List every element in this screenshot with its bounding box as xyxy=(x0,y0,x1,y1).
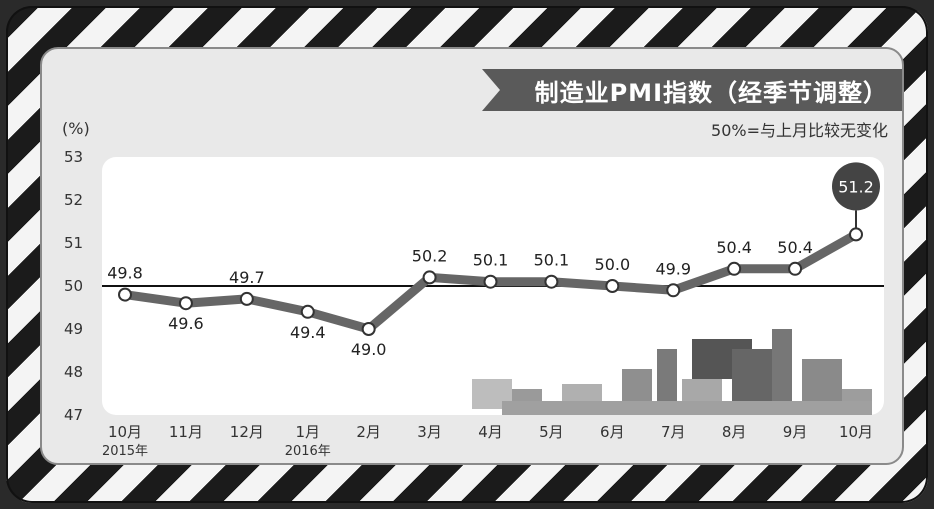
skyline-block xyxy=(657,349,677,415)
data-label: 51.2 xyxy=(838,177,874,196)
data-label: 49.9 xyxy=(655,259,691,278)
x-tick-label: 10月 xyxy=(108,423,142,441)
data-point xyxy=(544,274,559,289)
y-axis-unit: (%) xyxy=(62,119,90,138)
data-point xyxy=(483,274,498,289)
data-point xyxy=(727,261,742,276)
x-tick-label: 3月 xyxy=(417,423,442,441)
x-year-label: 2016年 xyxy=(285,444,331,459)
data-label: 50.0 xyxy=(595,255,631,274)
data-label: 50.1 xyxy=(534,251,570,270)
y-tick-label: 53 xyxy=(64,148,83,166)
y-tick-label: 49 xyxy=(64,320,83,338)
data-point xyxy=(178,296,193,311)
x-tick-label: 5月 xyxy=(539,423,564,441)
x-tick-label: 12月 xyxy=(230,423,264,441)
data-point xyxy=(849,227,863,242)
skyline-block xyxy=(772,329,792,415)
x-tick-label: 6月 xyxy=(600,423,625,441)
x-axis-ticks: 10月 2015年 11月 12月 1月 2016年 2月 3月 4月 5月 6月 7月 8月 9月 10月 xyxy=(102,423,873,459)
data-label: 49.8 xyxy=(107,264,143,283)
x-tick-label: 1月 xyxy=(295,423,320,441)
y-tick-label: 52 xyxy=(64,191,83,209)
y-tick-label: 50 xyxy=(64,277,83,295)
data-point xyxy=(788,261,803,276)
data-point xyxy=(422,270,437,285)
y-axis-ticks: 47 48 49 50 51 52 53 xyxy=(64,148,83,424)
y-tick-label: 47 xyxy=(64,406,83,424)
x-tick-label: 11月 xyxy=(169,423,203,441)
data-point xyxy=(666,283,681,298)
data-point xyxy=(361,322,376,336)
data-labels: 49.8 49.6 49.7 49.4 49.0 50.2 50.1 50.1 50.0 49.9… xyxy=(107,162,880,359)
chart-title-text: 制造业PMI指数（经季节调整） xyxy=(534,78,888,107)
chart-panel: 制造业PMI指数（经季节调整） 50%=与上月比较无变化 (%) 47 48 49 5… xyxy=(40,47,904,465)
data-point xyxy=(605,279,620,293)
data-label: 49.0 xyxy=(351,340,387,359)
y-tick-label: 48 xyxy=(64,363,83,381)
y-tick-label: 51 xyxy=(64,234,83,252)
x-tick-label: 10月 xyxy=(839,423,873,441)
x-tick-label: 2月 xyxy=(356,423,381,441)
skyline-block xyxy=(502,401,872,415)
data-label: 49.4 xyxy=(290,323,326,342)
data-points xyxy=(118,227,863,336)
data-label: 49.7 xyxy=(229,268,265,287)
x-tick-label: 7月 xyxy=(661,423,686,441)
industry-skyline-illustration xyxy=(472,329,872,415)
data-point xyxy=(300,304,315,319)
data-point xyxy=(118,287,132,302)
highlight-bubble xyxy=(832,162,880,211)
chart-title: 制造业PMI指数（经季节调整） xyxy=(482,69,902,111)
data-label: 50.4 xyxy=(716,238,752,257)
x-tick-label: 9月 xyxy=(783,423,808,441)
x-year-label: 2015年 xyxy=(102,444,148,459)
x-tick-label: 8月 xyxy=(722,423,747,441)
x-tick-label: 4月 xyxy=(478,423,503,441)
data-point xyxy=(239,291,254,306)
data-label: 50.1 xyxy=(473,251,509,270)
data-label: 49.6 xyxy=(168,314,204,333)
data-label: 50.4 xyxy=(777,238,813,257)
data-label: 50.2 xyxy=(412,246,448,265)
pmi-line-chart: 47 48 49 50 51 52 53 10月 2015年 11月 12月 1月 2016年 2月 3月… xyxy=(64,148,884,459)
chart-subtitle: 50%=与上月比较无变化 xyxy=(711,121,888,140)
